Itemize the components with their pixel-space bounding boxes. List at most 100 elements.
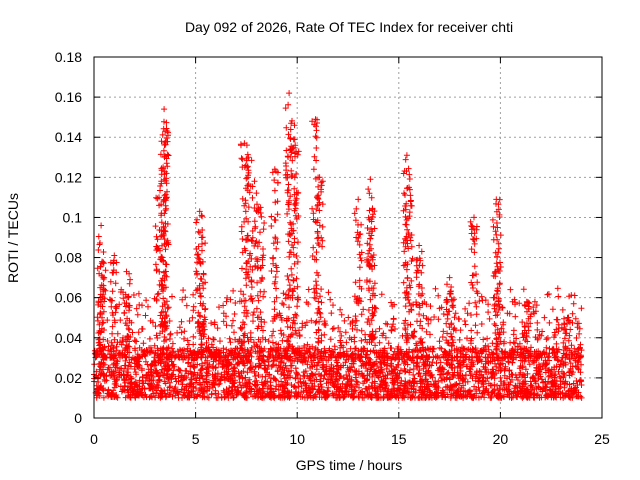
data-point — [194, 361, 201, 368]
data-point — [496, 214, 503, 220]
data-point — [419, 354, 426, 360]
data-point — [91, 350, 98, 357]
data-point — [279, 354, 286, 361]
data-point — [435, 316, 442, 323]
data-point — [162, 220, 169, 227]
data-point — [289, 345, 296, 352]
data-point — [259, 262, 266, 269]
data-point — [293, 253, 300, 259]
data-point — [494, 253, 500, 260]
data-point — [292, 142, 299, 149]
data-point — [283, 338, 290, 345]
data-point — [533, 385, 540, 392]
data-point — [466, 300, 473, 307]
data-point — [435, 384, 442, 391]
data-point — [244, 369, 251, 376]
data-point — [497, 264, 504, 270]
data-point — [411, 375, 418, 382]
y-tick-label: 0.06 — [55, 290, 82, 306]
data-point — [93, 388, 100, 395]
data-point — [366, 190, 373, 197]
data-point — [274, 211, 281, 218]
data-point — [236, 336, 243, 343]
data-point — [562, 359, 569, 366]
data-point — [121, 351, 128, 358]
data-point — [97, 372, 104, 379]
data-point — [389, 379, 396, 386]
data-point — [134, 311, 141, 318]
data-point — [313, 127, 320, 134]
data-point — [111, 252, 118, 259]
data-point — [468, 222, 475, 229]
data-point — [512, 313, 519, 320]
data-point — [366, 336, 373, 343]
data-point — [376, 339, 383, 346]
data-point — [523, 298, 530, 305]
data-point — [360, 380, 367, 387]
data-point — [403, 266, 410, 273]
data-point — [151, 350, 158, 357]
data-point — [313, 376, 320, 383]
data-point — [197, 344, 204, 351]
data-point — [243, 313, 250, 320]
data-point — [99, 293, 106, 300]
data-point — [504, 391, 511, 398]
data-point — [399, 393, 406, 400]
data-point — [224, 370, 231, 377]
data-point — [524, 370, 531, 377]
data-point — [115, 351, 122, 358]
data-point — [188, 376, 195, 383]
data-point — [318, 299, 325, 306]
data-point — [403, 339, 410, 346]
data-point — [443, 384, 450, 391]
data-point — [113, 377, 120, 384]
data-point — [273, 313, 279, 320]
data-point — [189, 314, 196, 321]
data-point — [285, 315, 292, 322]
data-point — [342, 329, 349, 336]
data-point — [280, 290, 287, 297]
data-point — [122, 357, 129, 364]
data-point — [493, 260, 500, 267]
data-point — [100, 394, 107, 401]
data-point — [127, 363, 134, 370]
data-point — [99, 258, 106, 265]
data-point — [366, 247, 373, 254]
data-point — [231, 311, 238, 317]
data-point — [520, 334, 527, 341]
data-point — [246, 376, 253, 383]
data-point — [167, 383, 174, 390]
data-point — [425, 346, 432, 353]
data-point — [308, 359, 315, 366]
data-point — [163, 336, 169, 343]
data-point — [468, 340, 474, 347]
data-point — [153, 296, 160, 303]
data-point — [373, 358, 380, 365]
data-point — [286, 231, 293, 237]
data-point — [352, 352, 359, 359]
data-point — [110, 370, 117, 377]
data-point — [300, 354, 307, 361]
data-point — [199, 227, 206, 233]
data-point — [271, 177, 278, 184]
data-point — [162, 284, 169, 291]
data-point — [110, 260, 117, 267]
data-point — [563, 390, 570, 397]
data-point — [246, 252, 253, 259]
data-point — [245, 274, 252, 281]
data-point — [559, 368, 565, 375]
data-point — [255, 336, 262, 343]
data-point — [100, 259, 107, 266]
data-point — [423, 301, 430, 308]
data-point — [193, 354, 200, 361]
data-point — [403, 350, 410, 357]
data-point — [130, 292, 137, 298]
data-point — [460, 361, 467, 368]
data-point — [167, 331, 174, 338]
data-point — [259, 373, 266, 380]
data-point — [195, 255, 202, 262]
data-point — [570, 380, 577, 387]
data-point — [194, 392, 201, 399]
data-point — [550, 379, 557, 386]
data-point — [193, 246, 200, 252]
